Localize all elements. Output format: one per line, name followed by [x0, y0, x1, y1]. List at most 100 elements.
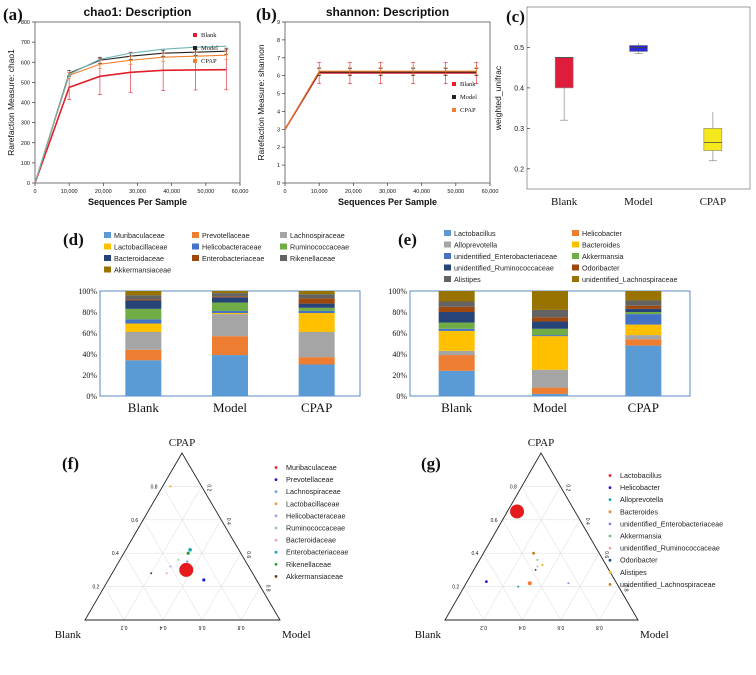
- legend-marker: [608, 558, 612, 562]
- legend-label: Akkermansia: [620, 532, 662, 541]
- grid-line: [599, 586, 619, 621]
- bar-segment: [212, 336, 248, 356]
- bar-segment: [212, 291, 248, 294]
- bar-segment: [438, 312, 475, 323]
- legend-label: Bacteroides: [582, 241, 620, 250]
- bar-segment: [125, 349, 162, 361]
- x-tick-label: 50,000: [197, 189, 214, 195]
- bar-segment: [438, 355, 475, 371]
- legend-swatch: [280, 255, 287, 261]
- bar-segment: [212, 293, 248, 297]
- legend-label: CPAP: [201, 58, 217, 65]
- bar-segment: [125, 308, 162, 320]
- legend-swatch: [192, 232, 199, 238]
- y-tick-label: 0.4: [514, 85, 524, 92]
- bar-segment: [532, 309, 568, 318]
- legend-marker: [274, 466, 278, 469]
- plot-frame: [526, 6, 751, 190]
- bar-segment: [532, 328, 568, 336]
- y-tick-label: 3: [277, 127, 280, 133]
- vertex-label-left: Blank: [55, 629, 82, 641]
- bar-segment: [298, 291, 335, 295]
- legend-marker: [608, 546, 612, 550]
- legend-label: Akkermansiaceae: [114, 266, 171, 275]
- legend-label: unidentified_Ruminococcaceae: [620, 544, 720, 553]
- legend-label: Odoribacter: [620, 556, 658, 565]
- bar-segment: [125, 300, 162, 309]
- legend-marker: [274, 490, 278, 494]
- y-tick-label: 0%: [86, 392, 97, 401]
- ternary-point: [186, 560, 189, 563]
- legend-label: Blank: [460, 81, 476, 88]
- bar-segment: [625, 345, 662, 396]
- x-tick-label: 10,000: [311, 189, 328, 195]
- legend-label: unidentified_Lachnospiraceae: [582, 275, 678, 284]
- bar-segment: [212, 302, 248, 311]
- y-axis-label: weighted_unifrac: [493, 65, 503, 131]
- left-axis-tick: 0.2: [92, 585, 99, 591]
- y-tick-label: 8: [277, 38, 280, 44]
- legend-label: Akkermansia: [582, 252, 624, 261]
- bar-segment: [438, 322, 475, 329]
- ternary-point: [510, 504, 525, 519]
- bar-segment: [125, 360, 162, 396]
- legend-swatch: [572, 230, 579, 236]
- x-tick-label: 60,000: [482, 189, 499, 195]
- legend-swatch: [444, 264, 451, 271]
- ternary-point: [186, 551, 190, 555]
- bar-segment: [212, 310, 248, 314]
- legend-swatch: [444, 241, 451, 248]
- left-axis-tick: 0.2: [452, 585, 459, 591]
- legend-swatch: [193, 46, 197, 50]
- legend-label: Enterobacteriaceae: [202, 254, 264, 263]
- legend-swatch: [193, 59, 197, 63]
- legend-marker: [274, 562, 278, 566]
- legend-label: Bacteroides: [620, 507, 658, 516]
- x-axis-label: Sequences Per Sample: [88, 197, 187, 207]
- right-axis-tick: 0.6: [245, 551, 251, 558]
- ternary-point: [517, 585, 520, 588]
- y-tick-label: 300: [21, 121, 30, 127]
- legend-label: Lactobacillaceae: [114, 243, 168, 252]
- x-category-label: Blank: [441, 400, 473, 415]
- legend-swatch: [280, 232, 287, 238]
- legend-label: Lachnospiraceae: [286, 487, 341, 496]
- bar-segment: [532, 291, 568, 310]
- legend-swatch: [104, 232, 111, 238]
- y-tick-label: 100%: [388, 287, 407, 296]
- bar-segment: [212, 297, 248, 303]
- left-axis-tick: 0.8: [151, 484, 158, 490]
- x-axis-label: Sequences Per Sample: [338, 197, 437, 207]
- legend-label: Lactobacillaceae: [286, 499, 340, 508]
- vertex-label-left: Blank: [415, 629, 442, 641]
- legend-marker: [608, 498, 612, 502]
- bar-segment: [438, 306, 475, 312]
- bar-segment: [625, 324, 662, 336]
- legend-marker: [608, 486, 612, 489]
- ternary-point: [536, 558, 539, 561]
- grid-line: [463, 586, 484, 621]
- vertex-label-top: CPAP: [169, 437, 196, 449]
- ternary-point: [484, 580, 488, 583]
- y-tick-label: 20%: [82, 371, 97, 380]
- bar-segment: [298, 364, 335, 396]
- bar-segment: [125, 323, 162, 332]
- bar-segment: [532, 336, 568, 370]
- legend-label: unidentified_Enterobacteriaceae: [620, 519, 723, 528]
- bar-segment: [625, 291, 662, 301]
- y-tick-label: 40%: [82, 350, 97, 359]
- bar-segment: [438, 330, 475, 351]
- bar-segment: [212, 314, 248, 337]
- legend-label: unidentified_Ruminococcaceae: [454, 264, 554, 273]
- legend-label: Rikenellaceae: [286, 560, 331, 569]
- grid-line: [104, 586, 125, 621]
- legend-marker: [274, 526, 278, 530]
- legend-label: Alistipes: [620, 568, 647, 577]
- x-tick-label: 20,000: [345, 189, 362, 195]
- bar-segment: [125, 331, 162, 350]
- ternary-point: [169, 565, 172, 568]
- y-tick-label: 5: [277, 92, 280, 98]
- legend-label: Helicobacteraceae: [202, 243, 262, 252]
- bar-segment: [298, 298, 335, 304]
- y-tick-label: 9: [277, 20, 280, 26]
